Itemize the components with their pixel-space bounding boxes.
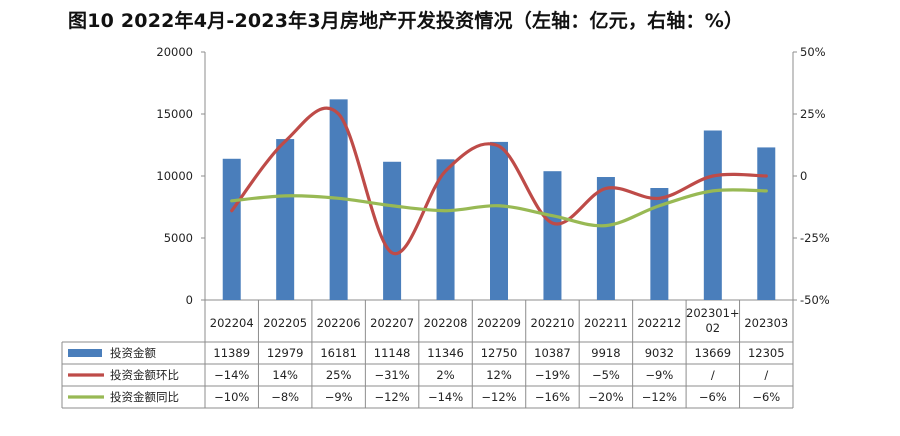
- data-label: −12%: [481, 390, 516, 404]
- data-label: −20%: [588, 390, 623, 404]
- data-label: 12%: [486, 368, 512, 382]
- y-right-tick-label: 0: [800, 169, 807, 183]
- data-label: 11389: [213, 346, 250, 360]
- plot-area: 0 5000 10000 15000 20000 -50% -25% 0 25% 50%: [156, 45, 829, 307]
- y-left-tick-label: 0: [186, 293, 193, 307]
- x-category-label: 202210: [531, 316, 575, 330]
- data-table: 202204 202205 202206 202207 202208 202209 2022…: [61, 300, 794, 409]
- data-label: 12750: [481, 346, 518, 360]
- data-label: −10%: [214, 390, 249, 404]
- data-label: −12%: [374, 390, 409, 404]
- bar-investment: [383, 161, 402, 300]
- legend-key-bar: [68, 349, 102, 357]
- data-label: 16181: [320, 346, 357, 360]
- data-label: 12979: [267, 346, 304, 360]
- y-right-tick-label: 25%: [800, 107, 826, 121]
- bar-investment: [436, 159, 455, 300]
- data-label: −9%: [645, 368, 673, 382]
- bar-investment: [543, 171, 562, 300]
- bar-investment: [222, 158, 241, 300]
- data-label: /: [764, 368, 768, 382]
- data-label: −14%: [428, 390, 463, 404]
- x-category-label: 202211: [584, 316, 628, 330]
- data-label: −8%: [271, 390, 299, 404]
- x-category-label: 202207: [370, 316, 414, 330]
- y-left-tick-label: 15000: [156, 107, 193, 121]
- x-category-label: 202209: [477, 316, 521, 330]
- data-label: −12%: [642, 390, 677, 404]
- data-label: −6%: [699, 390, 727, 404]
- data-label: 9918: [591, 346, 620, 360]
- chart-title: 图10 2022年4月-2023年3月房地产开发投资情况（左轴：亿元，右轴：%）: [68, 10, 744, 32]
- y-right-tick-label: 50%: [800, 45, 826, 59]
- bar-investment: [757, 147, 776, 300]
- data-label: 13669: [695, 346, 732, 360]
- data-label: 9032: [645, 346, 674, 360]
- data-label: −14%: [214, 368, 249, 382]
- bar-investment: [650, 188, 669, 300]
- x-category-label: 202212: [637, 316, 681, 330]
- x-category-label: 202206: [317, 316, 361, 330]
- data-label: 2%: [436, 368, 454, 382]
- data-label: −9%: [325, 390, 353, 404]
- y-left-tick-label: 5000: [164, 231, 193, 245]
- y-left-tick-label: 20000: [156, 45, 193, 59]
- bar-investment: [596, 177, 615, 300]
- y-right-tick-label: -25%: [800, 231, 830, 245]
- data-label: −16%: [535, 390, 570, 404]
- data-label: −6%: [752, 390, 780, 404]
- x-category-label: 202204: [210, 316, 254, 330]
- x-category-label: 202205: [263, 316, 307, 330]
- y-left-tick-label: 10000: [156, 169, 193, 183]
- data-label: 14%: [272, 368, 298, 382]
- legend-label: 投资金额: [110, 346, 156, 360]
- data-label: −31%: [374, 368, 409, 382]
- legend-label: 投资金额同比: [110, 390, 179, 404]
- data-label: /: [711, 368, 715, 382]
- x-category-label: 202303: [744, 316, 788, 330]
- data-label: 11346: [427, 346, 464, 360]
- data-label: 25%: [326, 368, 352, 382]
- data-label: 11148: [374, 346, 411, 360]
- line-mom: [230, 106, 768, 256]
- bar-investment: [703, 130, 722, 300]
- data-label: −5%: [592, 368, 620, 382]
- data-label: 12305: [748, 346, 785, 360]
- data-label: −19%: [535, 368, 570, 382]
- legend-label: 投资金额环比: [110, 368, 179, 382]
- x-category-label: 202208: [424, 316, 468, 330]
- y-right-tick-label: -50%: [800, 293, 830, 307]
- x-category-label: 202301+ 02: [686, 306, 740, 335]
- bar-investment: [276, 139, 295, 300]
- data-label: 10387: [534, 346, 571, 360]
- bar-investment: [490, 141, 508, 300]
